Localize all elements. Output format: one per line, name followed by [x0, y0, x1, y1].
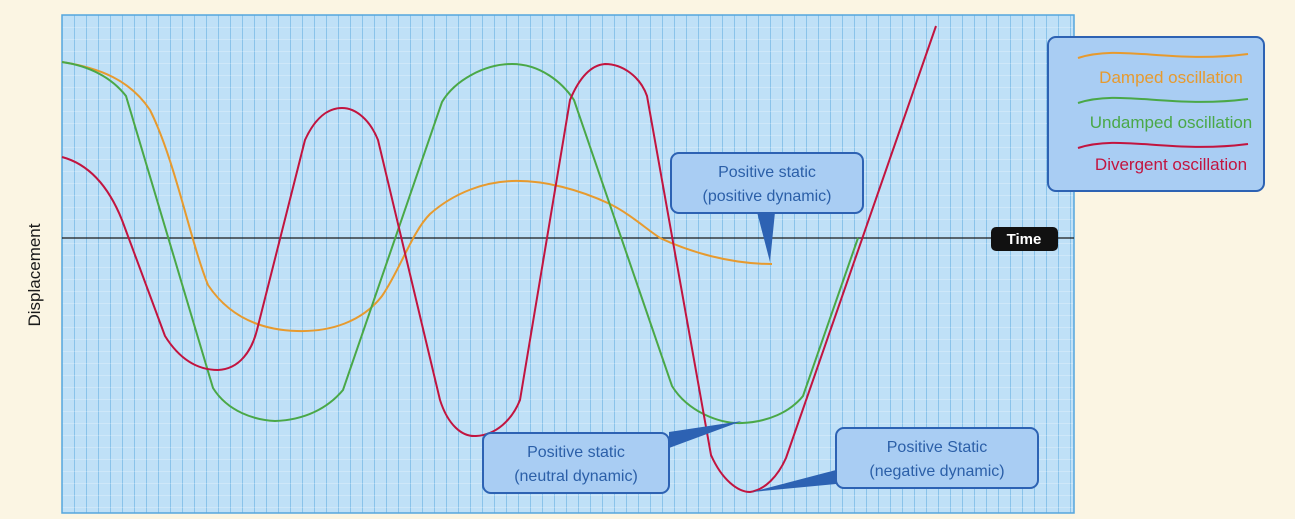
callout-positive-line2: (positive dynamic) [703, 188, 832, 205]
legend-label-undamped: Undamped oscillation [1090, 113, 1253, 132]
legend-label-damped: Damped oscillation [1099, 68, 1243, 87]
time-badge: Time [991, 227, 1058, 251]
callout-negative-dynamic: Positive Static (negative dynamic) [752, 427, 1039, 492]
callout-neutral-line1: Positive static [527, 444, 625, 461]
legend-label-divergent: Divergent oscillation [1095, 155, 1247, 174]
callout-negative-line2: (negative dynamic) [869, 463, 1004, 480]
legend-swatch-undamped [1077, 96, 1249, 104]
legend-swatch-divergent [1077, 141, 1249, 149]
legend-item-divergent: Divergent oscillation [1077, 141, 1249, 174]
damped-oscillation-curve [61, 61, 773, 333]
legend: Damped oscillation Undamped oscillation … [1047, 36, 1265, 192]
time-label: Time [1007, 231, 1042, 248]
callout-neutral-line2: (neutral dynamic) [514, 468, 638, 485]
legend-swatch-damped [1077, 51, 1249, 59]
callout-negative-line1: Positive Static [887, 439, 987, 456]
legend-item-undamped: Undamped oscillation [1077, 96, 1253, 132]
divergent-oscillation-curve [61, 25, 937, 494]
callout-neutral-dynamic: Positive static (neutral dynamic) [482, 421, 742, 494]
y-axis-label: Displacement [25, 223, 44, 326]
callout-positive-line1: Positive static [718, 164, 816, 181]
legend-item-damped: Damped oscillation [1077, 51, 1249, 87]
callout-positive-dynamic: Positive static (positive dynamic) [670, 152, 864, 262]
